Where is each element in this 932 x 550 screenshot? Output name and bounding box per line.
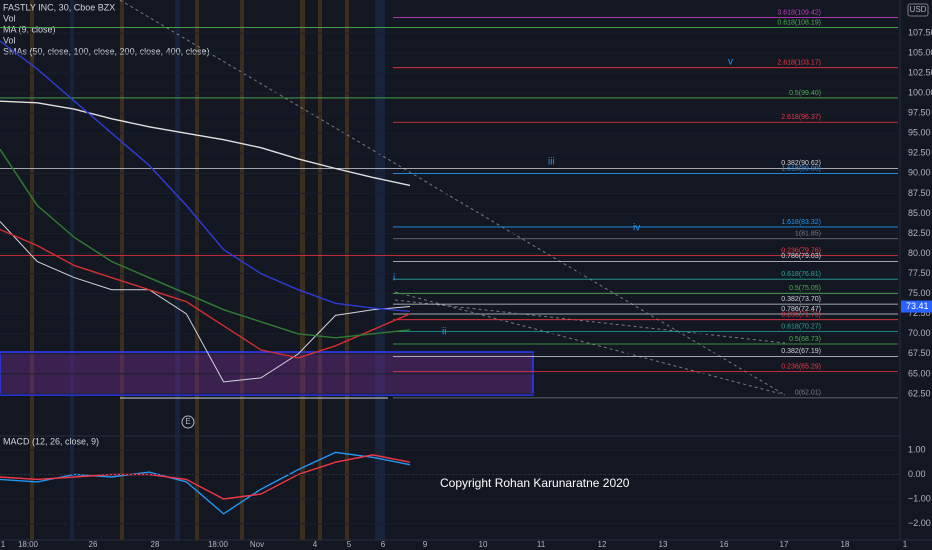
currency[interactable]: USD [910, 5, 927, 14]
fib-label: 1(81.85) [795, 231, 821, 238]
wave-label: ii [442, 327, 446, 338]
fib-label: 0.618(70.27) [781, 323, 821, 330]
fib-label: 0.786(79.03) [781, 253, 821, 260]
x-tick-label: 17 [780, 540, 789, 549]
y-tick-label: 100.00 [908, 88, 932, 98]
trendline [119, 0, 786, 396]
indicator: Vol [3, 13, 16, 23]
x-tick-label: 26 [89, 540, 98, 549]
x-tick-label: 28 [151, 540, 160, 549]
series-line [0, 228, 411, 359]
fib-label: 0.786(72.47) [781, 306, 821, 313]
fib-label: 3.618(109.42) [777, 9, 821, 16]
y-tick-label: 77.50 [908, 268, 931, 278]
x-tick-label: 1 [903, 540, 908, 549]
wave-label: v [728, 57, 733, 68]
series-line [0, 148, 411, 339]
x-tick-label: Nov [250, 540, 264, 549]
x-tick-label: 18:00 [18, 540, 39, 549]
wave-label: i [393, 273, 395, 284]
indicator: SMAs (50, close, 100, close, 200, close,… [3, 46, 210, 56]
wave-label: iii [548, 157, 555, 168]
fib-label: 0.618(76.81) [781, 271, 821, 278]
symbol: FASTLY INC, 30, Cboe BZX [3, 2, 115, 12]
fib-label: 0.236(65.29) [781, 363, 821, 370]
y-tick-label: 90.00 [908, 168, 931, 178]
y-tick-label: −1.00 [908, 493, 931, 503]
session-bands [30, 0, 385, 540]
last-price: 73.41 [906, 301, 929, 311]
y-tick-label: 72.50 [908, 308, 931, 318]
y-tick-label: 92.50 [908, 148, 931, 158]
y-tick-label: 87.50 [908, 188, 931, 198]
fib-label: 0.236(79.76) [781, 247, 821, 254]
macd-title: MACD (12, 26, close, 9) [3, 436, 99, 446]
series-line [0, 221, 411, 383]
copyright: Copyright Rohan Karunaratne 2020 [440, 476, 630, 490]
fib-label: 2.618(103.17) [777, 60, 821, 67]
y-tick-label: 70.00 [908, 328, 931, 338]
indicator: MA (9, close) [3, 24, 56, 34]
x-tick-label: 6 [381, 540, 386, 549]
x-tick-label: 9 [423, 540, 428, 549]
x-tick-label: 12 [598, 540, 607, 549]
last-price-box [901, 300, 932, 313]
earnings-icon[interactable] [181, 415, 195, 429]
y-tick-label: 80.00 [908, 248, 931, 258]
trendline [394, 291, 786, 396]
series-line [0, 451, 411, 515]
y-tick-label: 102.50 [908, 67, 932, 77]
fib-label: 0.5(99.40) [789, 90, 821, 97]
y-tick-label: 85.00 [908, 208, 931, 218]
wave-label: iv [633, 223, 640, 234]
y-tick-label: 75.00 [908, 288, 931, 298]
fib-label: 0.382(73.70) [781, 296, 821, 303]
x-tick-label: 10 [479, 540, 488, 549]
y-tick-label: 107.50 [908, 27, 932, 37]
series-line [0, 40, 411, 312]
series-line [0, 100, 411, 187]
fib-label: 2.618(96.37) [781, 114, 821, 121]
y-tick-label: 95.00 [908, 128, 931, 138]
fib-label: 0.5(75.05) [789, 285, 821, 292]
fib-label: 1.618(83.32) [781, 219, 821, 226]
fib-label: 0(62.01) [795, 390, 821, 397]
y-tick-label: −2.00 [908, 518, 931, 528]
fib-label: 0.382(90.62) [781, 160, 821, 167]
x-tick-label: 16 [720, 540, 729, 549]
y-tick-label: 65.00 [908, 368, 931, 378]
y-tick-label: 97.50 [908, 108, 931, 118]
x-tick-label: 18 [841, 540, 850, 549]
x-tick-label: 4 [313, 540, 318, 549]
fib-label: 1.618(89.99) [781, 165, 821, 172]
earnings-marker[interactable]: E [185, 417, 190, 426]
x-tick-label: 18:00 [208, 540, 229, 549]
y-tick-label: 0.00 [908, 469, 926, 479]
y-tick-label: 62.50 [908, 388, 931, 398]
y-tick-label: 67.50 [908, 348, 931, 358]
series-line [0, 454, 411, 500]
fib-label: 0.5(68.73) [789, 336, 821, 343]
y-tick-label: 1.00 [908, 444, 926, 454]
currency-box[interactable] [907, 3, 929, 17]
indicator: Vol [3, 35, 16, 45]
y-tick-label: 82.50 [908, 228, 931, 238]
fib-label: 0.236(71.76) [781, 312, 821, 319]
x-tick-label: 1 [1, 540, 6, 549]
x-tick-label: 5 [347, 540, 352, 549]
fib-label: 0.618(108.19) [777, 19, 821, 26]
trendline [394, 299, 786, 344]
x-tick-label: 11 [537, 540, 546, 549]
y-tick-label: 105.00 [908, 47, 932, 57]
fib-label: 0.382(67.19) [781, 348, 821, 355]
x-tick-label: 13 [659, 540, 668, 549]
